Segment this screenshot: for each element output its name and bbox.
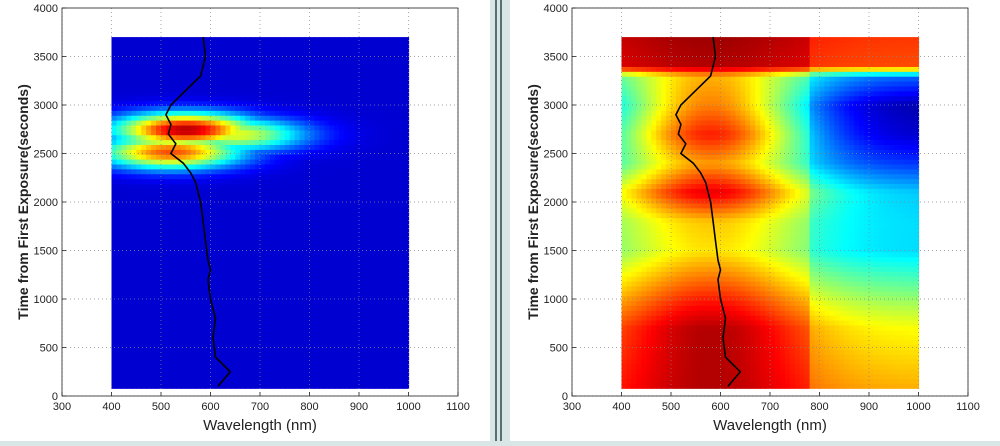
x-tick-label: 600 [711,401,729,413]
x-axis-label: Wavelength (nm) [713,417,827,434]
y-tick-label: 2500 [544,149,568,161]
y-tick-label: 3500 [544,52,568,64]
x-axis-label: Wavelength (nm) [203,417,317,434]
x-tick-label: 700 [761,401,779,413]
x-tick-label: 400 [102,401,120,413]
x-tick-label: 900 [350,401,368,413]
y-tick-label: 1500 [34,246,58,258]
y-tick-label: 0 [52,391,58,403]
y-tick-label: 3000 [34,100,58,112]
x-tick-label: 800 [300,401,318,413]
x-tick-label: 1100 [956,401,980,413]
x-tick-label: 1000 [906,401,930,413]
y-tick-label: 500 [550,343,568,355]
y-tick-label: 2000 [544,197,568,209]
y-tick-label: 3000 [544,100,568,112]
y-tick-label: 2000 [34,197,58,209]
x-tick-label: 600 [201,401,219,413]
y-axis-label: Time from First Exposure(seconds) [525,84,541,319]
y-tick-label: 4000 [544,3,568,15]
x-tick-label: 1100 [446,401,470,413]
x-tick-label: 500 [662,401,680,413]
y-tick-label: 0 [562,391,568,403]
panel-divider[interactable] [490,0,510,441]
y-tick-label: 1500 [544,246,568,258]
x-tick-label: 700 [251,401,269,413]
x-tick-label: 500 [152,401,170,413]
y-tick-label: 500 [40,343,58,355]
x-tick-label: 900 [860,401,878,413]
x-tick-label: 800 [810,401,828,413]
x-tick-label: 400 [612,401,630,413]
x-tick-label: 1000 [396,401,420,413]
y-tick-label: 4000 [34,3,58,15]
y-tick-label: 1000 [34,294,58,306]
y-tick-label: 1000 [544,294,568,306]
y-tick-label: 3500 [34,52,58,64]
y-axis-label: Time from First Exposure(seconds) [15,84,31,319]
y-tick-label: 2500 [34,149,58,161]
